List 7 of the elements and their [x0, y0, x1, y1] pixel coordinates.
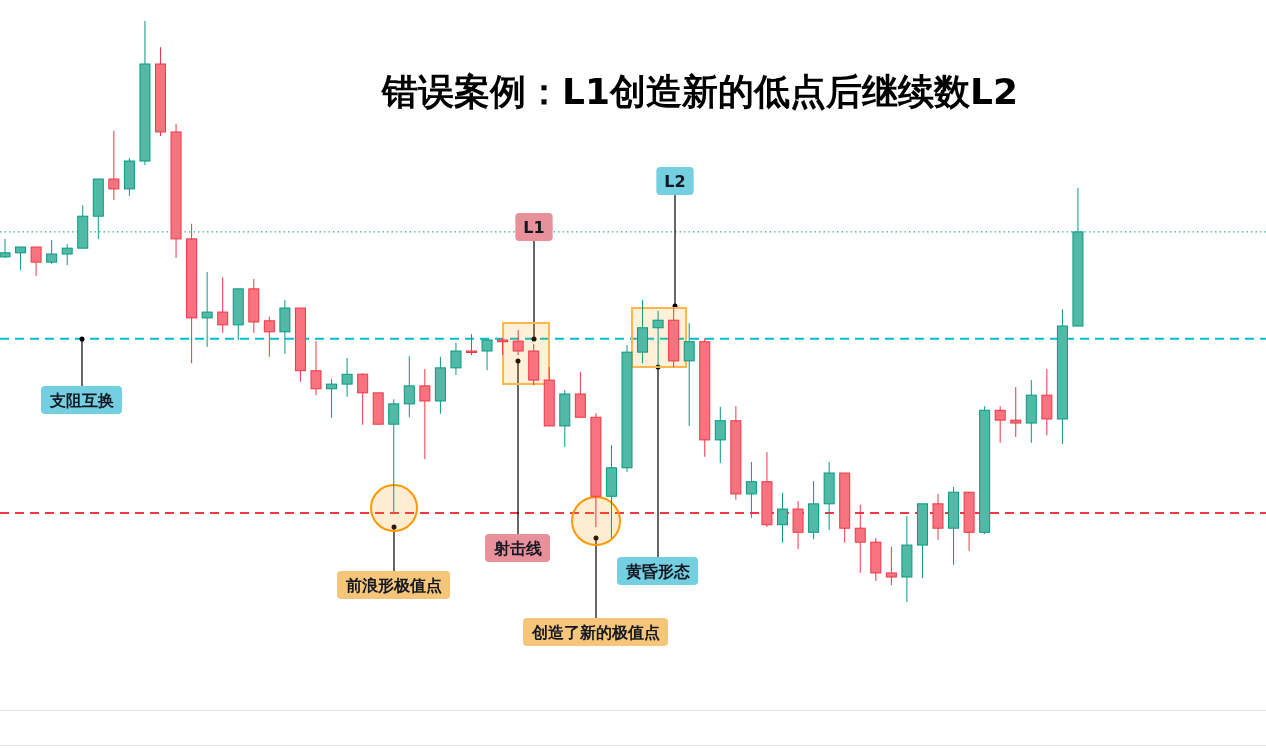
- annotation: L2: [664, 172, 686, 191]
- annotation: L1: [523, 218, 545, 237]
- annotation: 前浪形极值点: [345, 576, 442, 595]
- annotation: 射击线: [493, 539, 542, 558]
- text: 错误案例：L1创造新的低点后继续数L2: [380, 71, 1018, 112]
- annotation: 黄昏形态: [625, 562, 690, 581]
- annotation: 支阻互换: [49, 391, 114, 410]
